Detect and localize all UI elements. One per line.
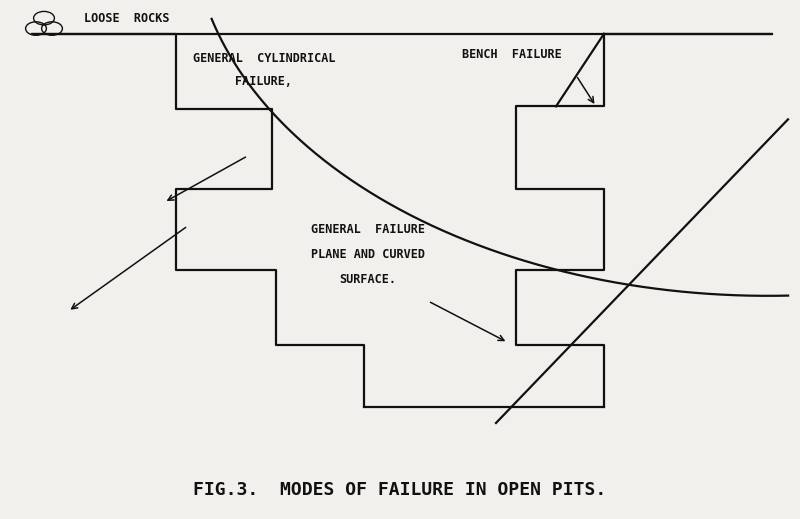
Text: FIG.3.  MODES OF FAILURE IN OPEN PITS.: FIG.3. MODES OF FAILURE IN OPEN PITS. [194,482,606,499]
Text: SURFACE.: SURFACE. [339,273,397,286]
Text: GENERAL  FAILURE: GENERAL FAILURE [311,223,425,236]
Text: PLANE AND CURVED: PLANE AND CURVED [311,248,425,261]
Text: LOOSE  ROCKS: LOOSE ROCKS [84,11,170,25]
Text: FAILURE,: FAILURE, [235,75,293,88]
Text: BENCH  FAILURE: BENCH FAILURE [462,48,562,61]
Text: GENERAL  CYLINDRICAL: GENERAL CYLINDRICAL [193,52,335,65]
